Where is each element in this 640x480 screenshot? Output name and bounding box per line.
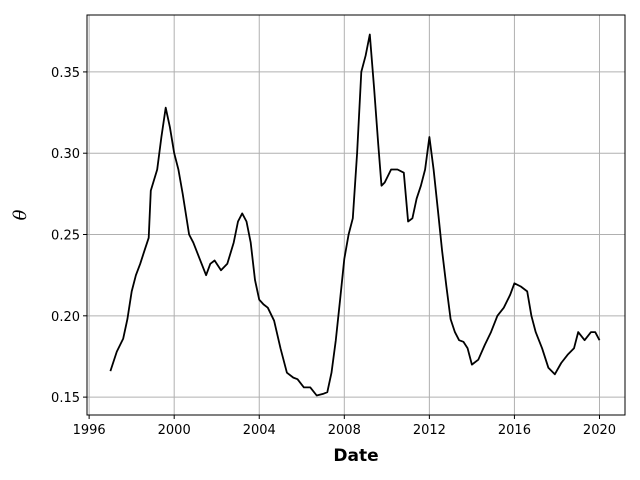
y-tick-label: 0.15: [51, 391, 80, 406]
series: [109, 33, 601, 397]
plot-area: [86, 14, 626, 416]
y-axis-ticks: 0.15 0.20 0.25 0.30 0.35: [51, 66, 87, 406]
x-tick-label: 2000: [158, 423, 191, 438]
x-tick-label: 2004: [243, 423, 276, 438]
x-tick-label: 2020: [583, 423, 616, 438]
grid: [87, 15, 625, 415]
x-tick-label: 2016: [498, 423, 531, 438]
y-tick-label: 0.35: [51, 66, 80, 81]
y-tick-label: 0.30: [51, 147, 80, 162]
y-tick-label: 0.25: [51, 229, 80, 244]
y-axis-label: θ: [10, 209, 31, 220]
x-tick-label: 1996: [73, 423, 106, 438]
x-axis-label: Date: [333, 446, 378, 466]
x-axis-ticks: 1996 2000 2004 2008 2012 2016 2020: [73, 415, 616, 438]
x-tick-label: 2008: [328, 423, 361, 438]
x-tick-label: 2012: [413, 423, 446, 438]
series-line: [109, 33, 601, 397]
y-tick-label: 0.20: [51, 310, 80, 325]
